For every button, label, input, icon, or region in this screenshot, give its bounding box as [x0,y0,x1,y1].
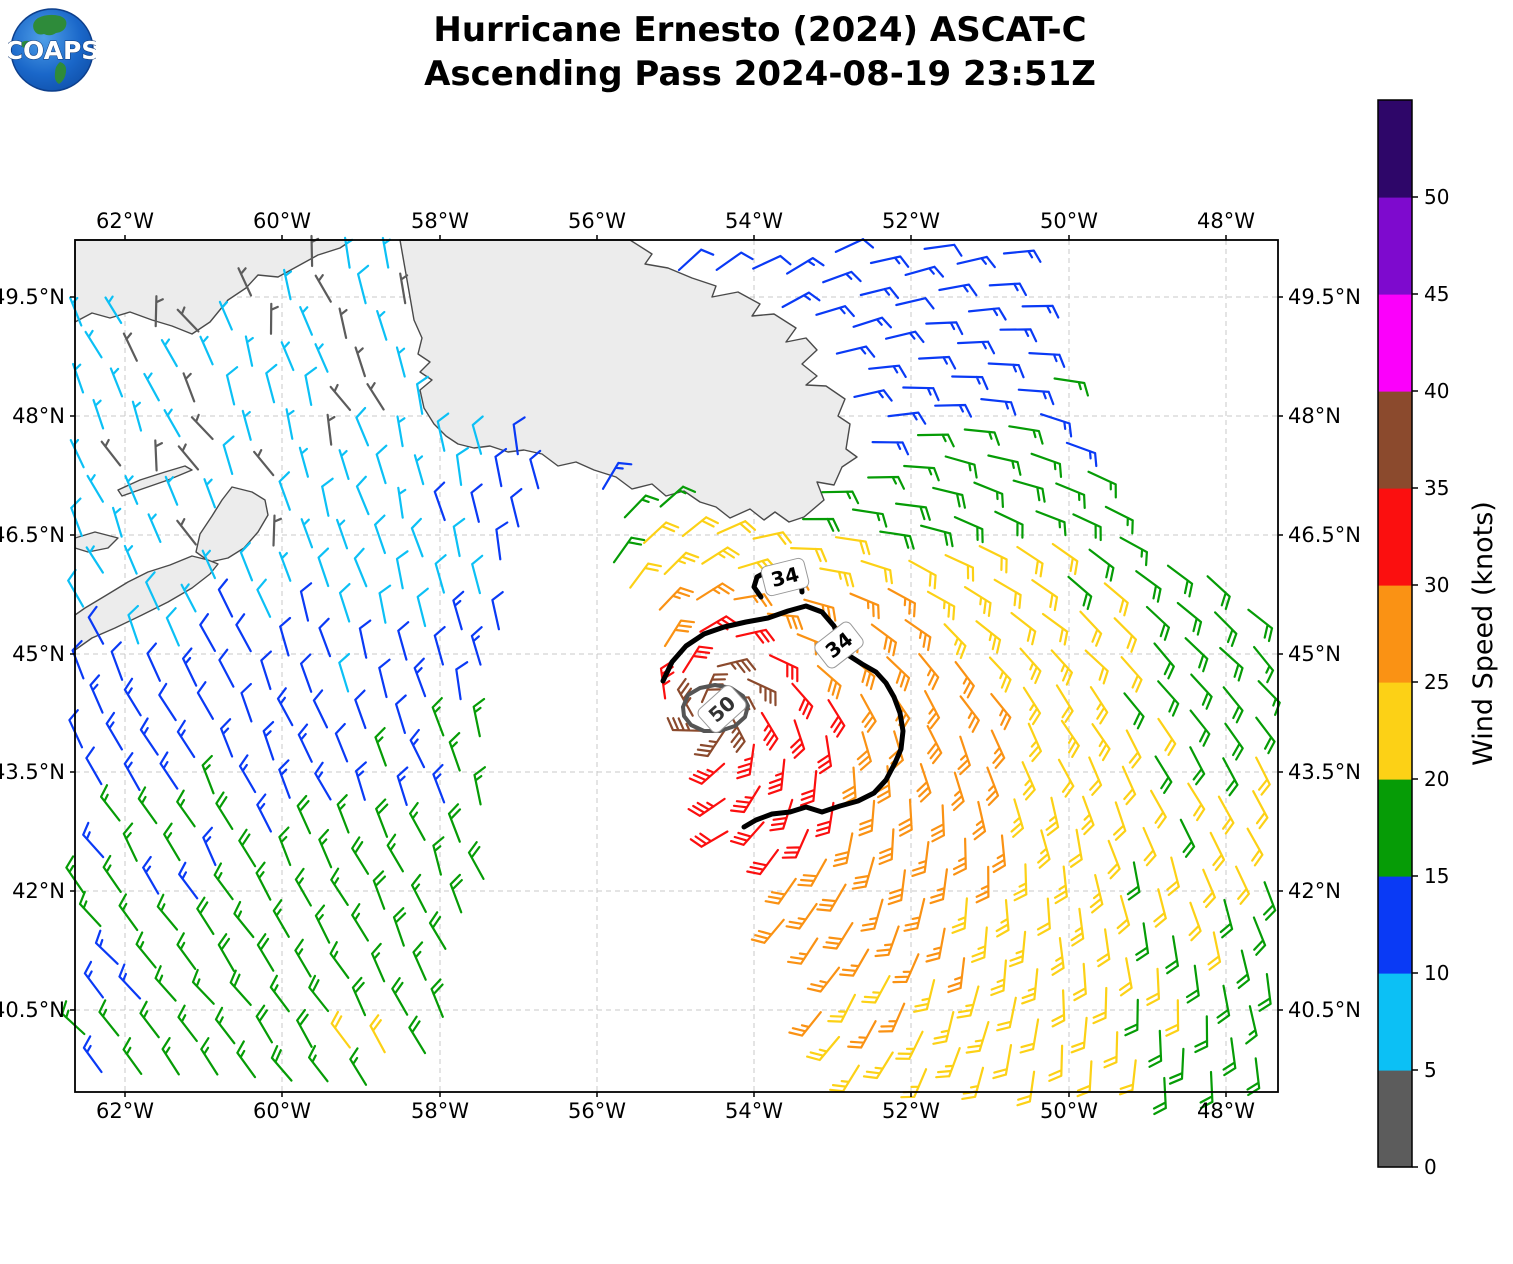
y-tick-label-left: 46.5°N [0,523,65,547]
y-tick-label-right: 43.5°N [1288,760,1361,784]
grid-lines [75,240,1278,1092]
y-tick-label-left: 49.5°N [0,285,65,309]
colorbar-tick-label: 35 [1424,476,1449,500]
y-tick-label-left: 43.5°N [0,760,65,784]
colorbar-tick-label: 10 [1424,961,1449,985]
wind-barbs [61,234,1281,1116]
colorbar-tick-label: 0 [1424,1155,1437,1179]
x-tick-label-bottom: 50°W [1040,1099,1098,1123]
coaps-logo: COAPS [8,6,96,94]
title-line-1: Hurricane Ernesto (2024) ASCAT-C [433,10,1087,50]
x-tick-label-bottom: 48°W [1197,1099,1255,1123]
x-tick-label-top: 60°W [253,209,311,233]
logo-continent-west [21,40,32,48]
y-tick-label-right: 40.5°N [1288,998,1361,1022]
y-tick-label-left: 40.5°N [0,998,65,1022]
x-tick-label-top: 50°W [1040,209,1098,233]
logo-continent-north [33,14,67,36]
x-tick-label-bottom: 52°W [882,1099,940,1123]
y-tick-label-left: 42°N [12,879,65,903]
axes: 62°W 62°W 60°W 60°W 58°W 58°W 56°W 56°W 54°W 54°W… [0,209,1361,1123]
colorbar-tick-label: 45 [1424,282,1449,306]
x-tick-label-top: 54°W [725,209,783,233]
title-line-2: Ascending Pass 2024-08-19 23:51Z [424,54,1096,94]
x-tick-label-bottom: 62°W [96,1099,154,1123]
chart-title: Hurricane Ernesto (2024) ASCAT-C Ascendi… [0,8,1513,96]
colorbar-tick-label: 25 [1424,670,1449,694]
x-tick-label-top: 62°W [96,209,154,233]
y-tick-label-right: 48°N [1288,404,1341,428]
logo-continent-south [54,62,67,84]
colorbar-tick-label: 40 [1424,379,1449,403]
y-tick-label-right: 45°N [1288,642,1341,666]
y-tick-label-right: 42°N [1288,879,1341,903]
colorbar-tick-label: 15 [1424,864,1449,888]
y-tick-label-left: 45°N [12,642,65,666]
x-tick-label-bottom: 60°W [253,1099,311,1123]
x-tick-label-bottom: 58°W [411,1099,469,1123]
colorbar-tick-label: 30 [1424,573,1449,597]
colorbar-tick-label: 50 [1424,185,1449,209]
contour-label: 34 [760,557,810,597]
colorbar-title: Wind Speed (knots) [1468,501,1499,766]
contour-label: 50 [697,685,747,733]
coaps-logo-globe: COAPS [8,8,96,92]
x-tick-label-top: 52°W [882,209,940,233]
colorbar-tick-label: 20 [1424,767,1449,791]
x-tick-label-top: 48°W [1197,209,1255,233]
x-tick-label-top: 56°W [568,209,626,233]
coastline-land [74,239,858,651]
y-tick-label-left: 48°N [12,404,65,428]
y-tick-label-right: 49.5°N [1288,285,1361,309]
colorbar-tick-label: 5 [1424,1058,1437,1082]
logo-text: COAPS [8,36,96,65]
x-tick-label-bottom: 56°W [568,1099,626,1123]
y-tick-label-right: 46.5°N [1288,523,1361,547]
x-tick-label-bottom: 54°W [725,1099,783,1123]
x-tick-label-top: 58°W [411,209,469,233]
colorbar: 0 5 10 15 20 25 30 35 40 45 50 Wind Speed (knots) [1377,99,1499,1179]
